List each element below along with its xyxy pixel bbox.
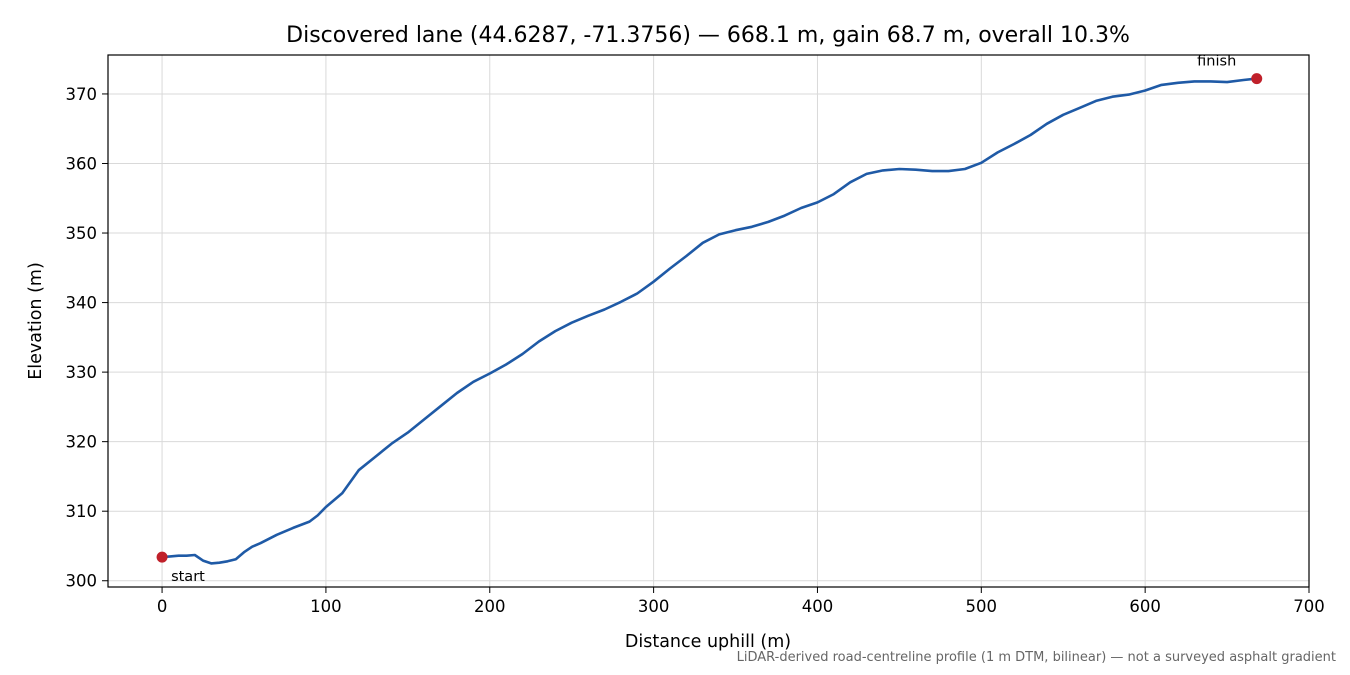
x-tick-label: 200 xyxy=(474,597,506,616)
y-tick-label: 360 xyxy=(66,154,98,173)
x-axis-ticks: 0 100 200 300 400 500 600 700 xyxy=(157,587,1325,616)
chart-caption: LiDAR-derived road-centreline profile (1… xyxy=(736,650,1336,665)
y-tick-label: 310 xyxy=(66,502,98,521)
x-tick-label: 0 xyxy=(157,597,168,616)
x-tick-label: 700 xyxy=(1293,597,1325,616)
y-tick-label: 330 xyxy=(66,363,98,382)
elevation-line xyxy=(161,77,1257,565)
start-label: start xyxy=(171,569,205,585)
y-tick-label: 370 xyxy=(66,85,98,104)
x-axis-label: Distance uphill (m) xyxy=(625,632,791,652)
y-axis-label: Elevation (m) xyxy=(26,262,46,380)
y-tick-label: 340 xyxy=(66,294,98,313)
x-tick-label: 600 xyxy=(1129,597,1161,616)
grid-lines xyxy=(108,55,1310,587)
x-tick-label: 300 xyxy=(638,597,670,616)
x-tick-label: 100 xyxy=(310,597,342,616)
x-tick-label: 400 xyxy=(802,597,834,616)
finish-label: finish xyxy=(1197,54,1236,70)
y-tick-label: 300 xyxy=(66,572,98,591)
y-axis-ticks: 300 310 320 330 340 350 360 370 xyxy=(66,85,108,591)
x-tick-label: 500 xyxy=(966,597,998,616)
chart-title: Discovered lane (44.6287, -71.3756) — 66… xyxy=(286,23,1130,48)
finish-marker xyxy=(1251,73,1263,85)
y-tick-label: 320 xyxy=(66,433,98,452)
plot-frame xyxy=(107,54,1310,588)
start-marker xyxy=(156,551,168,563)
y-tick-label: 350 xyxy=(66,224,98,243)
